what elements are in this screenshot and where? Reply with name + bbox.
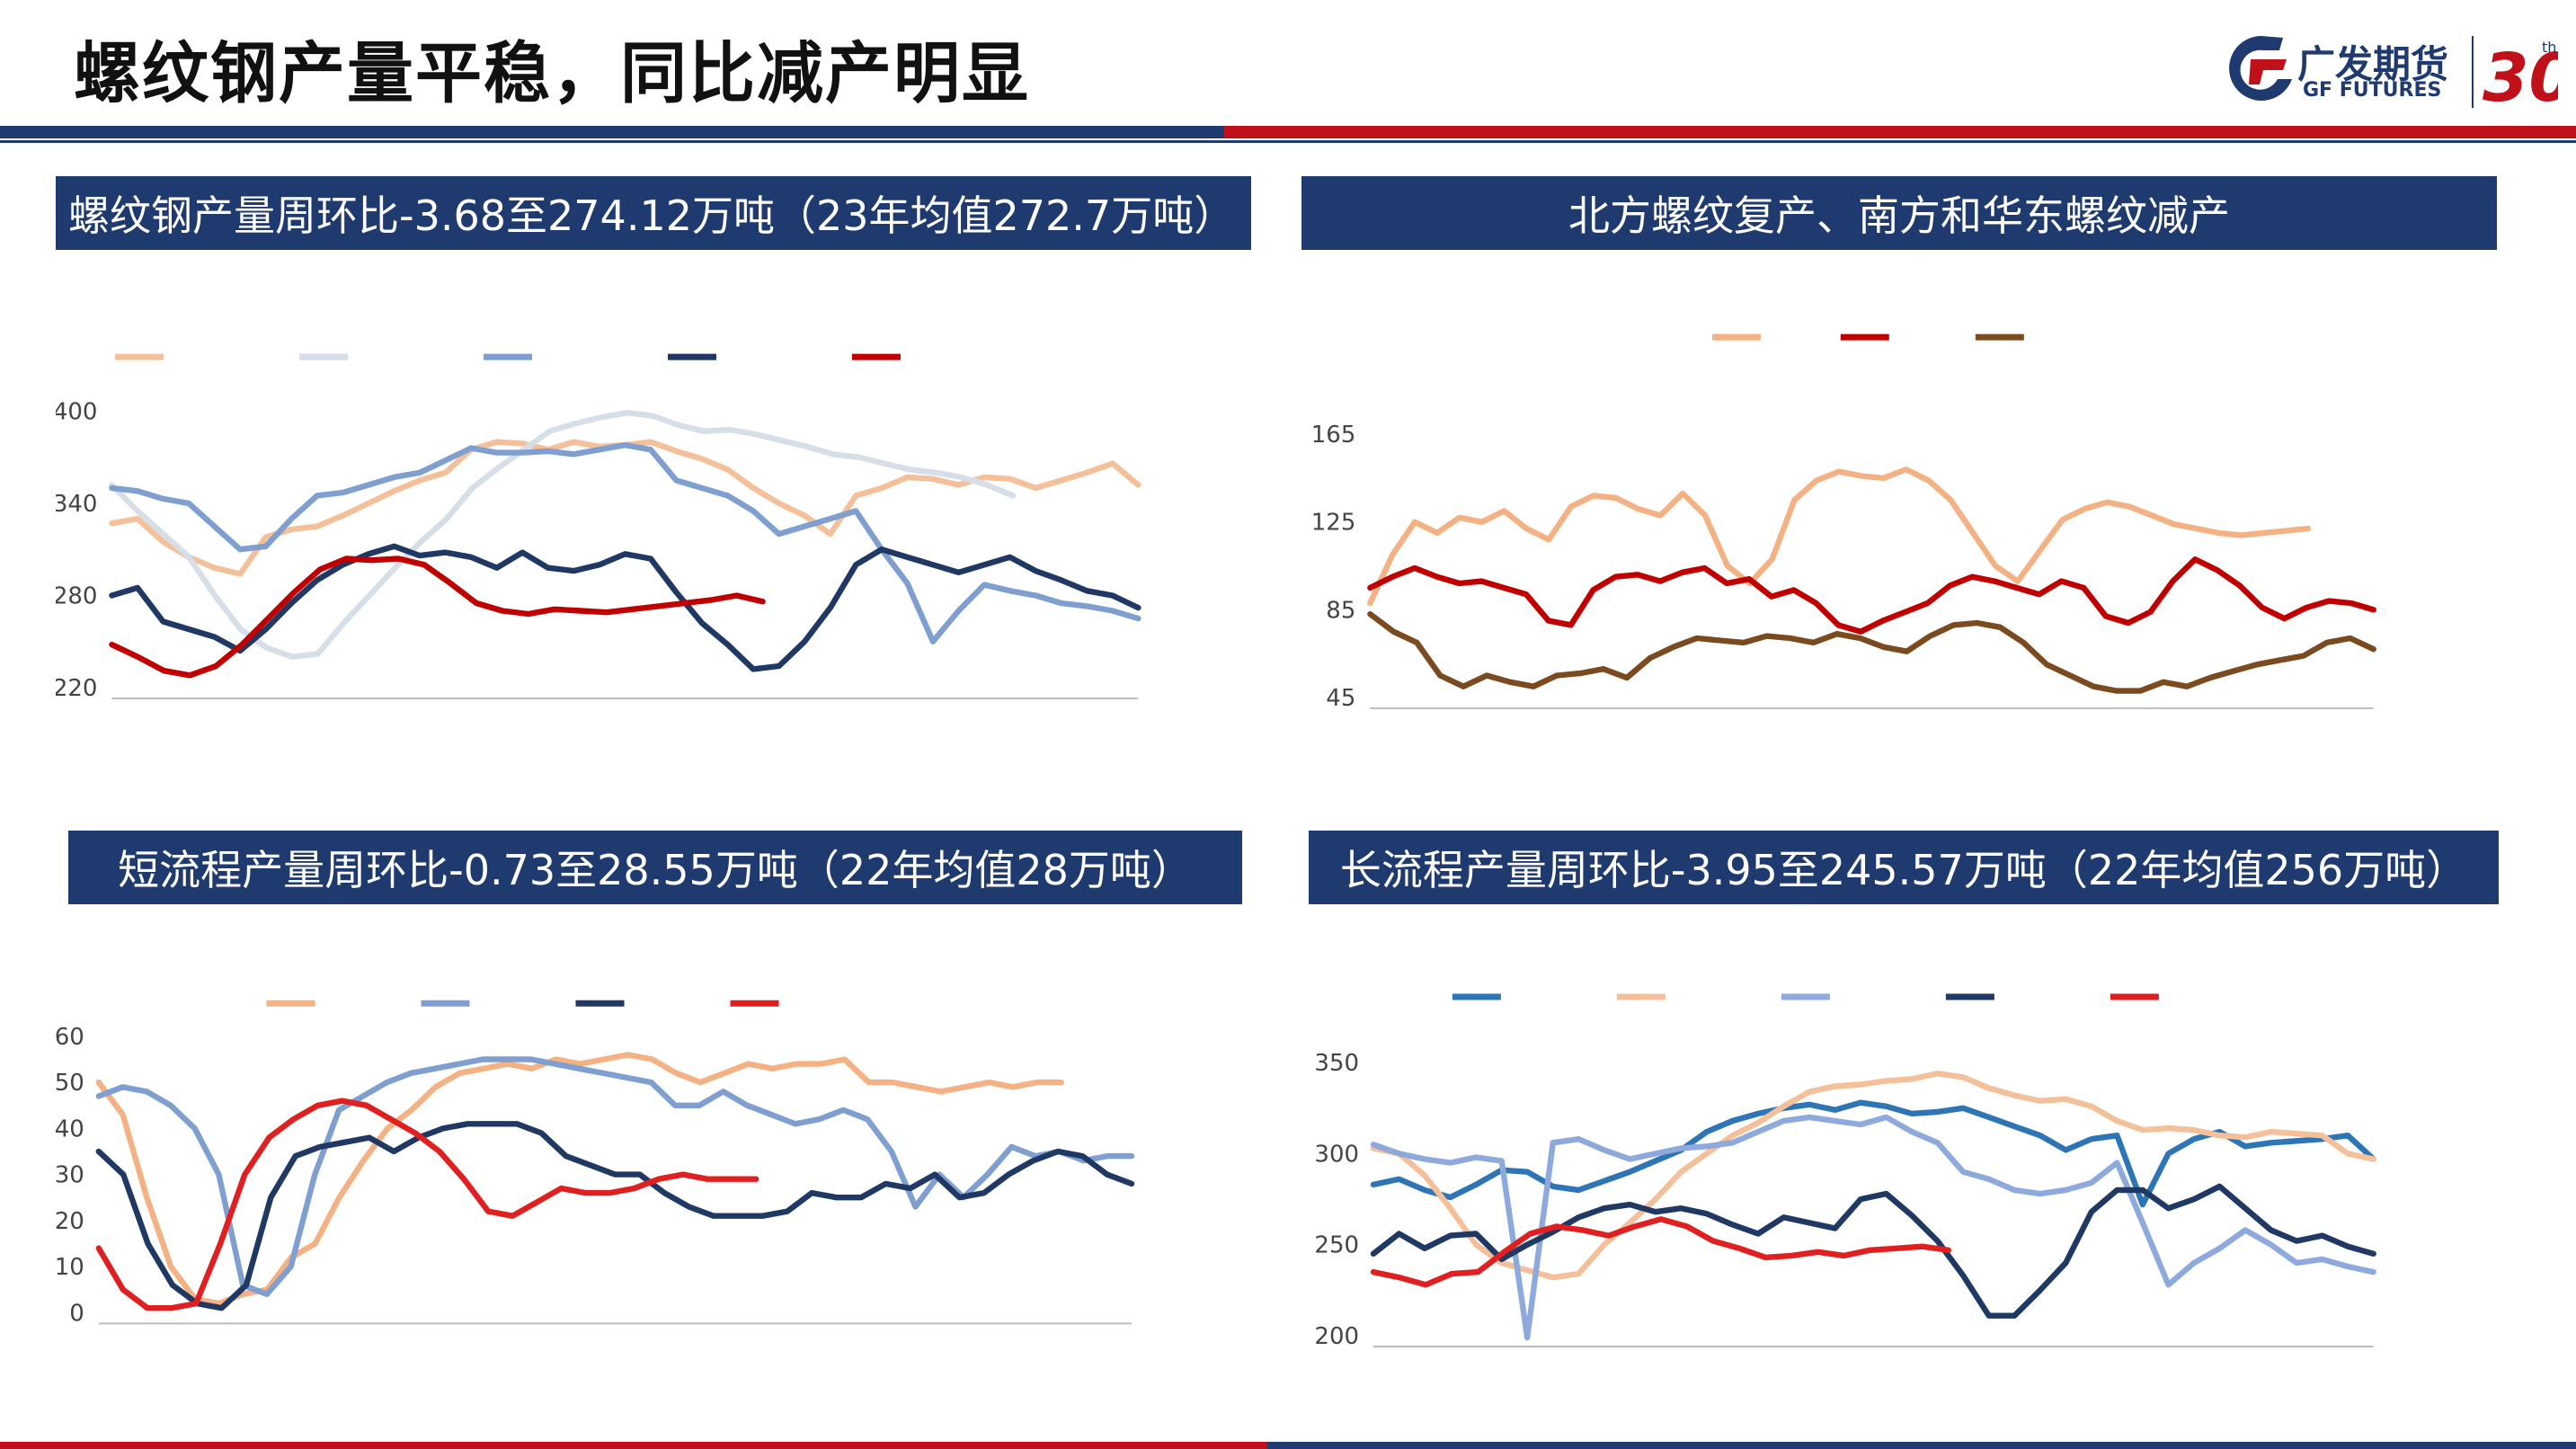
y-tick-label: 350 xyxy=(1314,1050,1359,1077)
y-tick-label: 340 xyxy=(56,491,97,518)
y-tick-label: 250 xyxy=(1314,1232,1359,1259)
footer-rule-blue xyxy=(1267,1442,2576,1449)
y-tick-label: 10 xyxy=(56,1254,84,1281)
header-rule-thin xyxy=(0,140,2576,143)
y-tick-label: 165 xyxy=(1311,422,1356,449)
series-line-2 xyxy=(1367,611,2376,694)
series-line-1 xyxy=(1370,1071,2376,1281)
series-line-3 xyxy=(109,543,1141,672)
logo-en-text: GF FUTURES xyxy=(2303,79,2442,102)
y-tick-label: 125 xyxy=(1311,510,1356,537)
y-tick-label: 200 xyxy=(1314,1323,1359,1350)
y-tick-label: 0 xyxy=(69,1300,84,1327)
y-tick-label: 45 xyxy=(1326,685,1355,712)
page-title: 螺纹钢产量平稳，同比减产明显 xyxy=(74,35,1030,112)
series-line-2 xyxy=(95,1121,1135,1311)
anniversary-sup: th xyxy=(2542,39,2556,56)
y-tick-label: 60 xyxy=(56,1024,84,1051)
banner-rebar-output: 螺纹钢产量周环比-3.68至274.12万吨（23年均值272.7万吨） xyxy=(56,176,1251,250)
y-tick-label: 20 xyxy=(56,1208,84,1235)
series-line-3 xyxy=(1370,1183,2376,1319)
chart-short-process: 0 10 20 30 40 50 60 xyxy=(56,1000,1135,1327)
y-tick-label: 30 xyxy=(56,1162,84,1189)
logo-separator xyxy=(2472,36,2474,108)
gf-futures-logo: 广发期货 GF FUTURES 30 th xyxy=(2227,27,2560,117)
series-line-2 xyxy=(109,441,1141,644)
y-tick-label: 400 xyxy=(56,399,97,426)
y-tick-label: 300 xyxy=(1314,1141,1359,1168)
header-rule-red xyxy=(1224,126,2576,138)
footer-rule-red xyxy=(0,1442,1267,1449)
series-line-1 xyxy=(109,409,1017,660)
series-line-0 xyxy=(1367,466,2312,607)
gf-logo-icon xyxy=(2229,36,2292,101)
chart-long-process: 200 250 300 350 xyxy=(1314,993,2376,1350)
y-tick-label: 85 xyxy=(1326,597,1355,624)
banner-long-process: 长流程产量周环比-3.95至245.57万吨（22年均值256万吨） xyxy=(1309,831,2499,904)
series-line-1 xyxy=(1367,556,2376,635)
chart-rebar-by-region: 45 85 125 165 xyxy=(1311,333,2376,712)
banner-region-output: 北方螺纹复产、南方和华东螺纹减产 xyxy=(1301,176,2497,250)
anniversary-number: 30 xyxy=(2483,40,2558,113)
banner-short-process: 短流程产量周环比-0.73至28.55万吨（22年均值28万吨） xyxy=(68,831,1242,904)
y-tick-label: 220 xyxy=(56,675,97,702)
logo-cn-text: 广发期货 xyxy=(2297,42,2449,86)
y-tick-label: 280 xyxy=(56,582,97,609)
y-tick-label: 40 xyxy=(56,1116,84,1142)
anniversary-30th-icon: 30 th xyxy=(2483,39,2558,113)
chart-rebar-output: 220 280 340 400 xyxy=(56,353,1141,702)
header-rule-blue xyxy=(0,126,1224,138)
series-line-2 xyxy=(1370,1114,2376,1341)
series-line-4 xyxy=(1370,1216,1951,1288)
series-line-4 xyxy=(109,556,766,679)
y-tick-label: 50 xyxy=(56,1070,84,1097)
series-line-3 xyxy=(95,1098,759,1311)
